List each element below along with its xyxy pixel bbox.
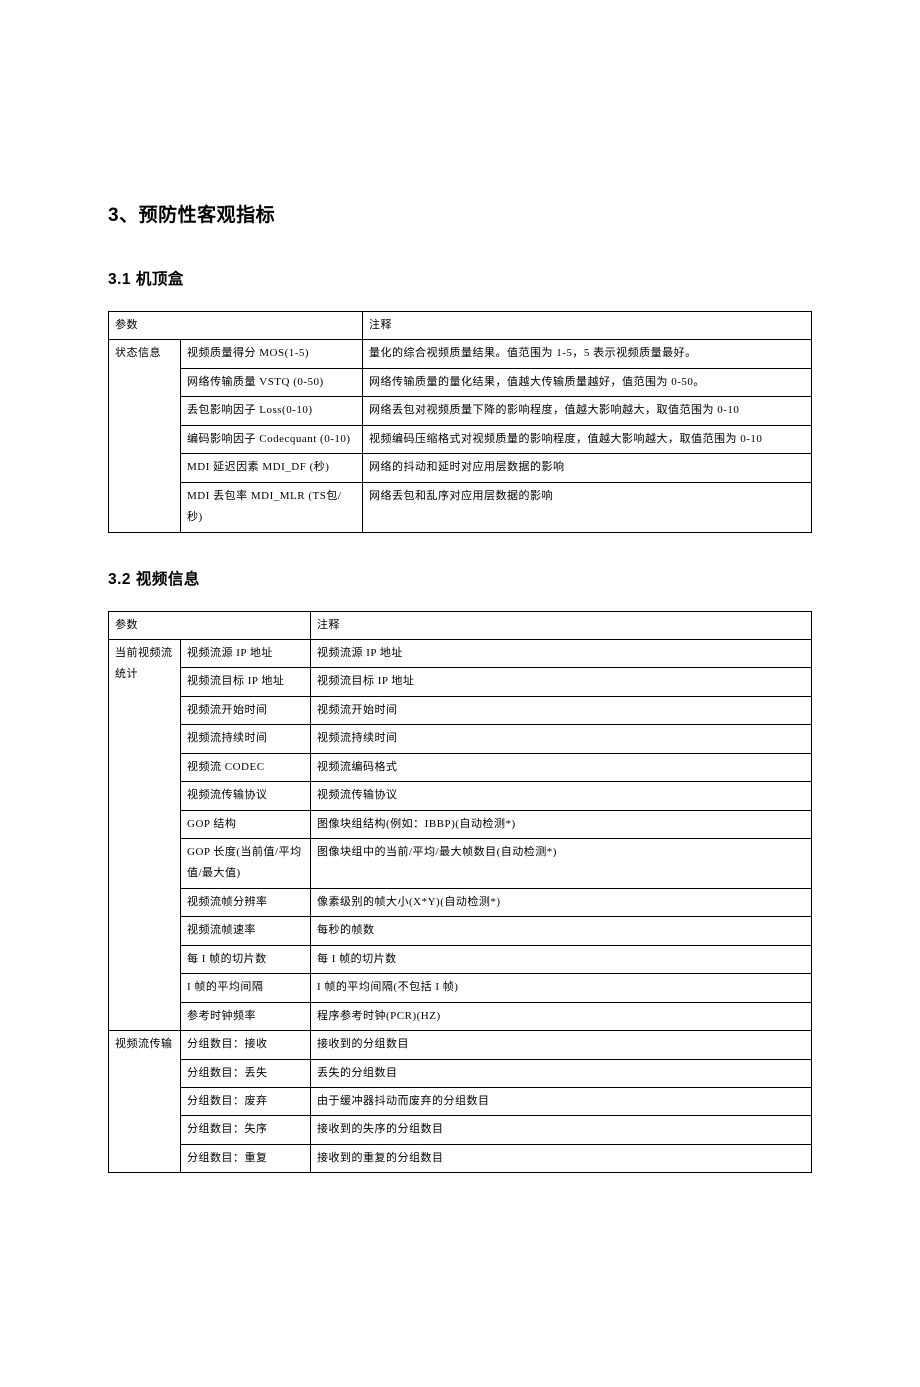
desc-cell: 图像块组结构(例如：IBBP)(自动检测*): [311, 810, 812, 838]
table-row: 当前视频流统计 视频流源 IP 地址 视频流源 IP 地址: [109, 639, 812, 667]
table-row: GOP 结构图像块组结构(例如：IBBP)(自动检测*): [109, 810, 812, 838]
table-row: 丢包影响因子 Loss(0-10) 网络丢包对视频质量下降的影响程度，值越大影响…: [109, 397, 812, 425]
desc-cell: 网络丢包和乱序对应用层数据的影响: [363, 482, 812, 532]
table-row: 分组数目：废弃由于缓冲器抖动而废弃的分组数目: [109, 1087, 812, 1115]
table-row: 视频流 CODEC视频流编码格式: [109, 753, 812, 781]
desc-cell: 视频编码压缩格式对视频质量的影响程度，值越大影响越大，取值范围为 0-10: [363, 425, 812, 453]
desc-cell: 视频流编码格式: [311, 753, 812, 781]
table-stb: 参数 注释 状态信息 视频质量得分 MOS(1-5) 量化的综合视频质量结果。值…: [108, 311, 812, 533]
col-header-desc: 注释: [311, 611, 812, 639]
param-cell: 视频流源 IP 地址: [181, 639, 311, 667]
col-header-param: 参数: [109, 611, 311, 639]
col-header-param: 参数: [109, 312, 363, 340]
heading-2-stb: 3.1 机顶盒: [108, 267, 812, 289]
param-cell: 丢包影响因子 Loss(0-10): [181, 397, 363, 425]
table-row: 视频流持续时间视频流持续时间: [109, 725, 812, 753]
category-cell: 视频流传输: [109, 1031, 181, 1173]
table-row: 网络传输质量 VSTQ (0-50) 网络传输质量的量化结果，值越大传输质量越好…: [109, 368, 812, 396]
desc-cell: 像素级别的帧大小(X*Y)(自动检测*): [311, 888, 812, 916]
desc-cell: 网络丢包对视频质量下降的影响程度，值越大影响越大，取值范围为 0-10: [363, 397, 812, 425]
desc-cell: 图像块组中的当前/平均/最大帧数目(自动检测*): [311, 839, 812, 889]
table-row: MDI 延迟因素 MDI_DF (秒) 网络的抖动和延时对应用层数据的影响: [109, 454, 812, 482]
desc-cell: 网络传输质量的量化结果，值越大传输质量越好，值范围为 0-50。: [363, 368, 812, 396]
desc-cell: I 帧的平均间隔(不包括 I 帧): [311, 974, 812, 1002]
document-page: 3、预防性客观指标 3.1 机顶盒 参数 注释 状态信息 视频质量得分 MOS(…: [0, 0, 920, 1387]
param-cell: 网络传输质量 VSTQ (0-50): [181, 368, 363, 396]
param-cell: MDI 丢包率 MDI_MLR (TS包/秒): [181, 482, 363, 532]
desc-cell: 视频流传输协议: [311, 782, 812, 810]
col-header-desc: 注释: [363, 312, 812, 340]
param-cell: 视频流帧速率: [181, 917, 311, 945]
table-header-row: 参数 注释: [109, 611, 812, 639]
param-cell: 视频流持续时间: [181, 725, 311, 753]
param-cell: I 帧的平均间隔: [181, 974, 311, 1002]
category-cell: 当前视频流统计: [109, 639, 181, 1030]
param-cell: 视频流帧分辨率: [181, 888, 311, 916]
table-row: 视频流传输协议视频流传输协议: [109, 782, 812, 810]
table-row: GOP 长度(当前值/平均值/最大值)图像块组中的当前/平均/最大帧数目(自动检…: [109, 839, 812, 889]
param-cell: 分组数目：接收: [181, 1031, 311, 1059]
table-row: MDI 丢包率 MDI_MLR (TS包/秒) 网络丢包和乱序对应用层数据的影响: [109, 482, 812, 532]
table-row: 编码影响因子 Codecquant (0-10) 视频编码压缩格式对视频质量的影…: [109, 425, 812, 453]
param-cell: 视频流 CODEC: [181, 753, 311, 781]
param-cell: GOP 长度(当前值/平均值/最大值): [181, 839, 311, 889]
desc-cell: 接收到的重复的分组数目: [311, 1144, 812, 1172]
table-row: I 帧的平均间隔I 帧的平均间隔(不包括 I 帧): [109, 974, 812, 1002]
desc-cell: 视频流持续时间: [311, 725, 812, 753]
table-row: 视频流帧速率每秒的帧数: [109, 917, 812, 945]
param-cell: GOP 结构: [181, 810, 311, 838]
table-row: 每 I 帧的切片数每 I 帧的切片数: [109, 945, 812, 973]
param-cell: 视频流开始时间: [181, 696, 311, 724]
desc-cell: 网络的抖动和延时对应用层数据的影响: [363, 454, 812, 482]
heading-1: 3、预防性客观指标: [108, 200, 812, 227]
desc-cell: 视频流源 IP 地址: [311, 639, 812, 667]
desc-cell: 丢失的分组数目: [311, 1059, 812, 1087]
desc-cell: 视频流开始时间: [311, 696, 812, 724]
param-cell: 每 I 帧的切片数: [181, 945, 311, 973]
table-row: 状态信息 视频质量得分 MOS(1-5) 量化的综合视频质量结果。值范围为 1-…: [109, 340, 812, 368]
param-cell: 分组数目：失序: [181, 1116, 311, 1144]
param-cell: 视频质量得分 MOS(1-5): [181, 340, 363, 368]
table-row: 视频流开始时间视频流开始时间: [109, 696, 812, 724]
table-video: 参数 注释 当前视频流统计 视频流源 IP 地址 视频流源 IP 地址 视频流目…: [108, 611, 812, 1174]
table-row: 视频流传输 分组数目：接收 接收到的分组数目: [109, 1031, 812, 1059]
desc-cell: 接收到的失序的分组数目: [311, 1116, 812, 1144]
param-cell: 编码影响因子 Codecquant (0-10): [181, 425, 363, 453]
param-cell: MDI 延迟因素 MDI_DF (秒): [181, 454, 363, 482]
table-row: 视频流目标 IP 地址视频流目标 IP 地址: [109, 668, 812, 696]
param-cell: 视频流传输协议: [181, 782, 311, 810]
table-row: 分组数目：失序接收到的失序的分组数目: [109, 1116, 812, 1144]
desc-cell: 量化的综合视频质量结果。值范围为 1-5，5 表示视频质量最好。: [363, 340, 812, 368]
table-row: 视频流帧分辨率像素级别的帧大小(X*Y)(自动检测*): [109, 888, 812, 916]
heading-2-video: 3.2 视频信息: [108, 567, 812, 589]
desc-cell: 每 I 帧的切片数: [311, 945, 812, 973]
category-cell: 状态信息: [109, 340, 181, 532]
desc-cell: 每秒的帧数: [311, 917, 812, 945]
desc-cell: 接收到的分组数目: [311, 1031, 812, 1059]
table-row: 分组数目：丢失丢失的分组数目: [109, 1059, 812, 1087]
desc-cell: 程序参考时钟(PCR)(HZ): [311, 1002, 812, 1030]
desc-cell: 视频流目标 IP 地址: [311, 668, 812, 696]
param-cell: 视频流目标 IP 地址: [181, 668, 311, 696]
param-cell: 分组数目：重复: [181, 1144, 311, 1172]
param-cell: 分组数目：丢失: [181, 1059, 311, 1087]
table-header-row: 参数 注释: [109, 312, 812, 340]
desc-cell: 由于缓冲器抖动而废弃的分组数目: [311, 1087, 812, 1115]
param-cell: 参考时钟频率: [181, 1002, 311, 1030]
param-cell: 分组数目：废弃: [181, 1087, 311, 1115]
table-row: 参考时钟频率程序参考时钟(PCR)(HZ): [109, 1002, 812, 1030]
table-row: 分组数目：重复接收到的重复的分组数目: [109, 1144, 812, 1172]
